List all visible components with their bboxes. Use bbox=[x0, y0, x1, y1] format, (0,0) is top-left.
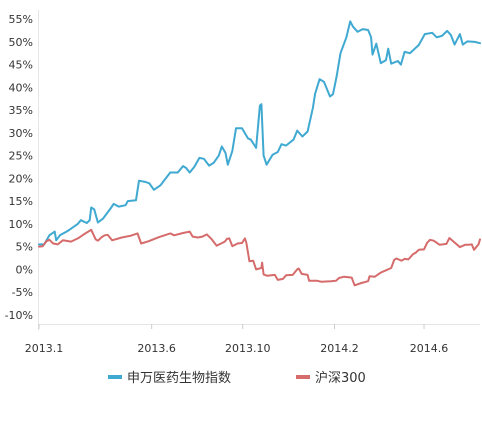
legend: 申万医药生物指数 沪深300 bbox=[108, 370, 366, 386]
y-axis-ticks: 55% 50% 45% 40% 35% 30% 25% 20% 15% 10% 5% 0% -5% -10… bbox=[5, 13, 33, 322]
y-tick-label: 35% bbox=[9, 104, 33, 117]
y-tick-label: -5% bbox=[12, 286, 33, 299]
y-tick-label: -10% bbox=[5, 309, 33, 322]
y-tick-label: 55% bbox=[9, 13, 33, 26]
y-tick-label: 40% bbox=[9, 81, 33, 94]
series-line-0 bbox=[38, 20, 481, 246]
legend-swatch-1 bbox=[296, 375, 310, 379]
y-tick-label: 20% bbox=[9, 172, 33, 185]
series-line-1 bbox=[38, 228, 481, 287]
x-axis-ticks: 2013.1 2013.6 2013.10 2014.2 2014.6 bbox=[25, 324, 449, 355]
x-tick-label: 2013.1 bbox=[25, 342, 64, 355]
x-tick-label: 2014.2 bbox=[320, 342, 359, 355]
legend-swatch-0 bbox=[108, 375, 122, 379]
y-tick-label: 30% bbox=[9, 127, 33, 140]
x-tick-label: 2013.10 bbox=[225, 342, 271, 355]
y-tick-label: 0% bbox=[16, 263, 33, 276]
y-tick-label: 10% bbox=[9, 218, 33, 231]
y-tick-label: 25% bbox=[9, 150, 33, 163]
legend-label-1: 沪深300 bbox=[315, 370, 366, 386]
y-tick-label: 15% bbox=[9, 195, 33, 208]
legend-label-0: 申万医药生物指数 bbox=[127, 371, 231, 386]
x-tick-label: 2014.6 bbox=[410, 342, 449, 355]
y-tick-label: 45% bbox=[9, 59, 33, 72]
series-layer bbox=[38, 20, 481, 287]
x-tick-label: 2013.6 bbox=[137, 342, 176, 355]
y-tick-label: 50% bbox=[9, 36, 33, 49]
y-tick-label: 5% bbox=[16, 241, 33, 254]
